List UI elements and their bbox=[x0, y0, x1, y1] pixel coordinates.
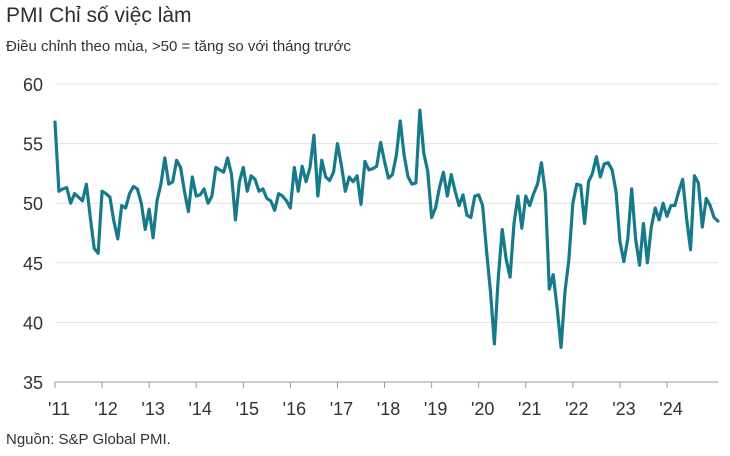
x-tick-label: '19 bbox=[424, 399, 447, 419]
x-tick-label: '15 bbox=[236, 399, 259, 419]
series-line bbox=[53, 108, 720, 350]
x-tick-label: '18 bbox=[377, 399, 400, 419]
x-tick-label: '12 bbox=[94, 399, 117, 419]
x-tick-label: '16 bbox=[283, 399, 306, 419]
x-tick-label: '23 bbox=[612, 399, 635, 419]
source-note: Nguồn: S&P Global PMI. bbox=[6, 431, 171, 448]
x-tick-label: '13 bbox=[141, 399, 164, 419]
chart-title: PMI Chỉ số việc làm bbox=[6, 4, 192, 27]
y-tick-label: 60 bbox=[23, 75, 43, 95]
x-tick-label: '22 bbox=[565, 399, 588, 419]
y-tick-label: 45 bbox=[23, 254, 43, 274]
x-tick-label: '24 bbox=[659, 399, 682, 419]
y-tick-label: 55 bbox=[23, 135, 43, 155]
x-tick-label: '14 bbox=[188, 399, 211, 419]
y-tick-label: 50 bbox=[23, 194, 43, 214]
x-tick-label: '11 bbox=[48, 399, 70, 419]
x-tick-label: '17 bbox=[330, 399, 353, 419]
y-tick-label: 40 bbox=[23, 313, 43, 333]
chart-subtitle: Điều chỉnh theo mùa, >50 = tăng so với t… bbox=[6, 38, 351, 55]
y-tick-label: 35 bbox=[23, 373, 43, 393]
x-tick-label: '20 bbox=[471, 399, 494, 419]
x-tick-label: '21 bbox=[518, 399, 541, 419]
